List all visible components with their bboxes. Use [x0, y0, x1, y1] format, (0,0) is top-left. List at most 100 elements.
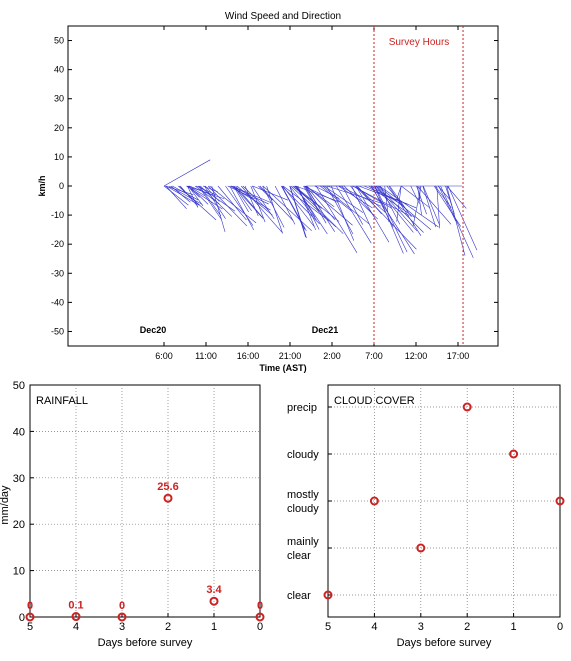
rainfall-point — [117, 612, 127, 622]
wind-vector — [436, 185, 440, 229]
wind-vector — [350, 185, 374, 216]
wind-vector — [412, 185, 422, 226]
wind-chart-title: Wind Speed and Direction — [225, 11, 341, 22]
cloud-cover-plot-area — [327, 384, 561, 618]
cloud-cover-y-tick-label: mainly clear — [287, 536, 319, 562]
wind-vector — [199, 185, 222, 217]
wind-y-tick-label: 50 — [54, 36, 64, 46]
wind-x-tick-label: 17:00 — [447, 351, 470, 361]
wind-vector — [422, 185, 437, 228]
wind-y-tick-label: 10 — [54, 152, 64, 162]
survey-hours-annotation: Survey Hours — [389, 37, 450, 48]
cloud-cover-y-tick-label: precip — [287, 402, 317, 414]
wind-vector — [433, 185, 461, 227]
wind-vector — [304, 185, 321, 210]
cloud-cover-point — [462, 402, 472, 412]
rainfall-title: RAINFALL — [36, 395, 88, 407]
wind-vector — [244, 185, 259, 217]
cloud-cover-point — [555, 496, 565, 506]
wind-vector — [352, 185, 410, 216]
wind-vector — [204, 185, 220, 202]
wind-vector — [179, 185, 198, 207]
cloud-cover-x-axis-label: Days before survey — [397, 637, 492, 649]
cloud-cover-x-tick-label: 2 — [464, 621, 470, 633]
wind-vector — [229, 185, 254, 230]
wind-x-tick-label: 12:00 — [405, 351, 428, 361]
wind-vector — [374, 185, 404, 254]
cloud-cover-x-tick-label: 1 — [511, 621, 517, 633]
rainfall-x-tick-label: 1 — [211, 621, 217, 633]
wind-vector — [326, 185, 354, 235]
wind-vector — [252, 185, 289, 201]
wind-y-tick-label: -20 — [51, 239, 64, 249]
wind-vector — [258, 185, 273, 201]
wind-x-tick-label: 2:00 — [323, 351, 341, 361]
wind-vector — [305, 185, 336, 221]
rainfall-data-label: 25.6 — [157, 481, 178, 493]
rainfall-data-label: 3.4 — [206, 584, 222, 596]
rainfall-plot-area — [29, 384, 261, 618]
wind-vector — [189, 185, 211, 195]
wind-vector — [371, 185, 394, 228]
wind-vector — [355, 185, 417, 250]
rainfall-point — [209, 596, 219, 606]
wind-vector — [303, 185, 320, 213]
cloud-cover-chart: clear mainly clear mostly cloudy cloudy precip… — [287, 384, 565, 649]
rainfall-data-label: 0 — [27, 600, 33, 612]
wind-vector — [341, 185, 363, 225]
wind-vector — [168, 185, 203, 205]
wind-vector — [315, 185, 358, 253]
wind-x-tick-label: 7:00 — [365, 351, 383, 361]
wind-vector — [379, 185, 401, 225]
wind-date-label-dec21: Dec21 — [312, 325, 339, 335]
wind-x-tick-label: 6:00 — [155, 351, 173, 361]
wind-x-tick-label: 16:00 — [237, 351, 260, 361]
wind-y-tick-label: -40 — [51, 297, 64, 307]
cloud-cover-point — [509, 449, 519, 459]
rainfall-x-axis-label: Days before survey — [98, 637, 193, 649]
wind-y-tick-label: 40 — [54, 65, 64, 75]
wind-vector — [233, 185, 252, 212]
wind-vector — [163, 185, 189, 206]
cloud-cover-y-tick-label: mostly cloudy — [287, 489, 319, 515]
cloud-cover-title: CLOUD COVER — [334, 395, 415, 407]
cloud-cover-point — [369, 496, 379, 506]
wind-vector — [194, 185, 220, 205]
rainfall-y-tick-label: 10 — [13, 566, 25, 578]
wind-vector — [401, 185, 430, 209]
cloud-cover-y-tick-label: clear — [287, 590, 311, 602]
wind-vector — [217, 185, 247, 221]
wind-vector — [410, 185, 420, 204]
wind-y-axis-label: km/h — [37, 175, 47, 196]
wind-vector — [289, 185, 317, 220]
rainfall-point — [25, 612, 35, 622]
wind-y-tick-label: 0 — [59, 181, 64, 191]
wind-vector — [330, 185, 355, 241]
wind-vector — [295, 185, 341, 203]
rainfall-y-tick-label: 30 — [13, 473, 25, 485]
rainfall-y-axis-label: mm/day — [0, 485, 11, 525]
wind-vector — [235, 185, 264, 219]
rainfall-x-tick-label: 2 — [165, 621, 171, 633]
wind-vector — [196, 185, 216, 196]
wind-vector — [163, 159, 211, 187]
rainfall-x-tick-label: 3 — [119, 621, 125, 633]
wind-vector — [225, 185, 254, 226]
wind-vector — [281, 185, 307, 232]
wind-vector — [289, 185, 306, 238]
wind-vector — [282, 185, 315, 227]
wind-vector — [326, 185, 386, 205]
wind-vector — [355, 185, 390, 243]
wind-vector — [417, 185, 422, 215]
wind-vector — [294, 185, 344, 234]
wind-vector — [165, 185, 187, 210]
rainfall-y-tick-label: 0 — [19, 612, 25, 624]
wind-vector — [178, 185, 200, 206]
wind-vector — [320, 185, 353, 212]
wind-y-tick-label: 20 — [54, 123, 64, 133]
wind-vector — [377, 185, 424, 233]
cloud-cover-x-tick-label: 3 — [418, 621, 424, 633]
wind-vector — [417, 185, 452, 225]
